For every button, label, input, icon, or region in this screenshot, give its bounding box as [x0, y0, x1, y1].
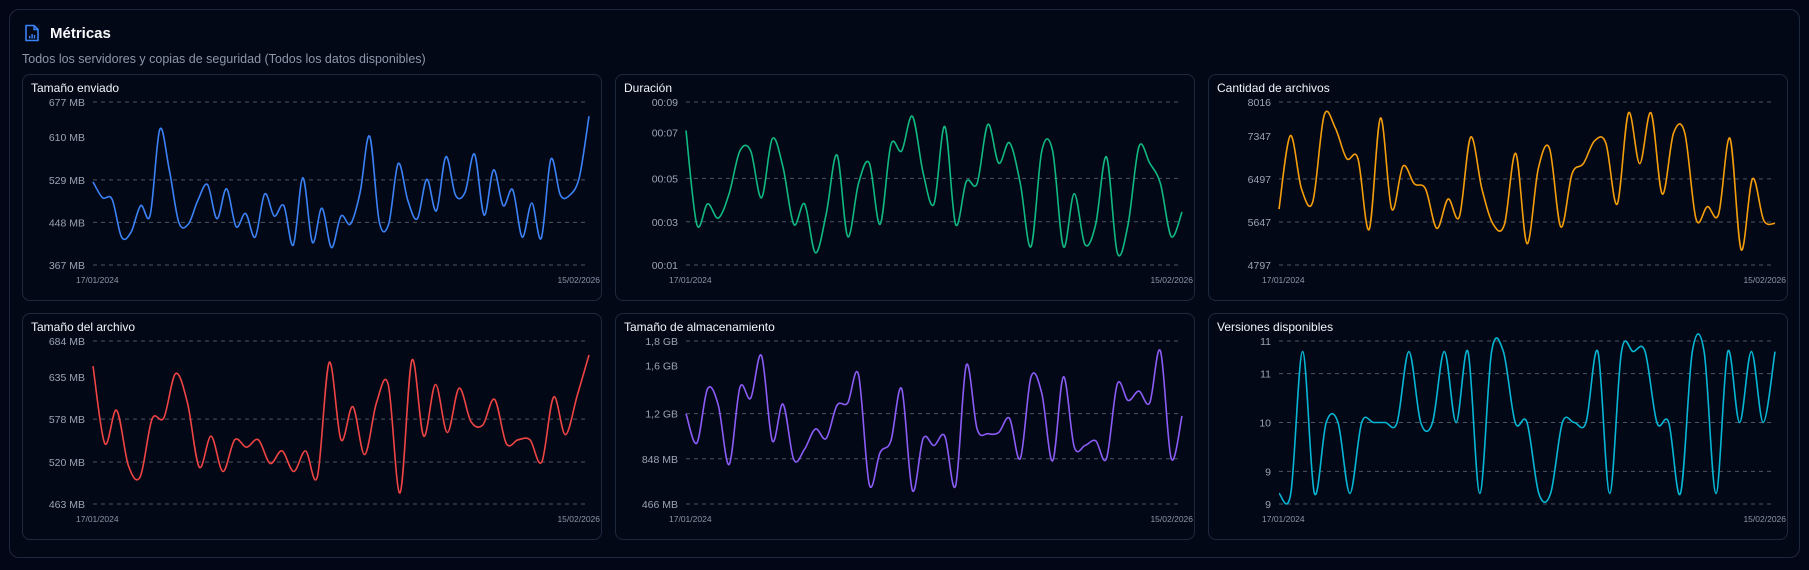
- chart-panel-versions[interactable]: Versiones disponibles 11 11 10 9 9 17/01/2024…: [1208, 313, 1788, 540]
- y-axis-tick-label: 5647: [1248, 217, 1272, 229]
- metrics-card: Métricas Todos los servidores y copias d…: [9, 9, 1800, 558]
- chart-title: Cantidad de archivos: [1217, 81, 1330, 95]
- chart-panel-duration[interactable]: Duración 00:09 00:07 00:05 00:03 00:01 17/01/…: [615, 74, 1195, 301]
- y-axis-tick-label: 367 MB: [49, 260, 85, 272]
- y-axis-tick-label: 1,8 GB: [645, 336, 678, 348]
- x-axis-end-label: 15/02/2026: [1150, 514, 1193, 524]
- chart-panel-file-size[interactable]: Tamaño del archivo 684 MB 635 MB 578 MB 520…: [22, 313, 602, 540]
- chart-panel-sent-size[interactable]: Tamaño enviado 677 MB 610 MB 529 MB 448 MB 3…: [22, 74, 602, 301]
- chart-title: Tamaño de almacenamiento: [624, 320, 775, 334]
- y-axis-tick-label: 610 MB: [49, 132, 85, 144]
- chart-panel-storage-size[interactable]: Tamaño de almacenamiento 1,8 GB 1,6 GB 1,2…: [615, 313, 1195, 540]
- y-axis-tick-label: 00:03: [652, 217, 678, 229]
- line-chart[interactable]: 8016 7347 6497 5647 4797 17/01/2024 15/02/2026: [1209, 75, 1789, 302]
- x-axis-start-label: 17/01/2024: [669, 275, 712, 285]
- data-series-line[interactable]: [1278, 333, 1776, 505]
- data-series-line[interactable]: [92, 354, 590, 494]
- line-chart[interactable]: 00:09 00:07 00:05 00:03 00:01 17/01/2024 15/02…: [616, 75, 1196, 302]
- y-axis-tick-label: 448 MB: [49, 217, 85, 229]
- x-axis-start-label: 17/01/2024: [1262, 514, 1305, 524]
- y-axis-tick-label: 00:05: [652, 173, 678, 185]
- line-chart[interactable]: 684 MB 635 MB 578 MB 520 MB 463 MB 17/01/2024…: [23, 314, 603, 541]
- y-axis-tick-label: 578 MB: [49, 414, 85, 426]
- y-axis-tick-label: 00:01: [652, 260, 678, 272]
- y-axis-tick-label: 1,2 GB: [645, 409, 678, 421]
- metrics-subtitle: Todos los servidores y copias de segurid…: [22, 52, 426, 66]
- data-series-line[interactable]: [92, 116, 590, 249]
- y-axis-tick-label: 848 MB: [642, 454, 678, 466]
- data-series-line[interactable]: [685, 115, 1183, 257]
- y-axis-tick-label: 00:07: [652, 128, 678, 140]
- y-axis-tick-label: 677 MB: [49, 97, 85, 109]
- chart-title: Tamaño enviado: [31, 81, 120, 95]
- x-axis-end-label: 15/02/2026: [1150, 275, 1193, 285]
- x-axis-end-label: 15/02/2026: [557, 514, 600, 524]
- x-axis-start-label: 17/01/2024: [1262, 275, 1305, 285]
- line-chart[interactable]: 1,8 GB 1,6 GB 1,2 GB 848 MB 466 MB 17/01/2024…: [616, 314, 1196, 541]
- chart-panel-file-count[interactable]: Cantidad de archivos 8016 7347 6497 5647 479…: [1208, 74, 1788, 301]
- metrics-header: Métricas: [24, 24, 111, 42]
- y-axis-tick-label: 10: [1259, 418, 1271, 430]
- y-axis-tick-label: 11: [1260, 336, 1271, 348]
- y-axis-tick-label: 466 MB: [642, 499, 678, 511]
- y-axis-tick-label: 1,6 GB: [645, 360, 678, 372]
- file-chart-icon: [25, 24, 39, 42]
- line-chart[interactable]: 677 MB 610 MB 529 MB 448 MB 367 MB 17/01/2024…: [23, 75, 603, 302]
- y-axis-tick-label: 520 MB: [49, 457, 85, 469]
- chart-title: Duración: [624, 81, 673, 95]
- y-axis-tick-label: 8016: [1248, 97, 1272, 109]
- y-axis-tick-label: 529 MB: [49, 175, 85, 187]
- x-axis-start-label: 17/01/2024: [76, 514, 119, 524]
- x-axis-end-label: 15/02/2026: [557, 275, 600, 285]
- x-axis-end-label: 15/02/2026: [1743, 275, 1786, 285]
- page-title: Métricas: [50, 24, 111, 42]
- chart-title: Versiones disponibles: [1217, 320, 1334, 334]
- chart-title: Tamaño del archivo: [31, 320, 136, 334]
- data-series-line[interactable]: [685, 349, 1183, 492]
- y-axis-tick-label: 635 MB: [49, 372, 85, 384]
- x-axis-start-label: 17/01/2024: [76, 275, 119, 285]
- x-axis-end-label: 15/02/2026: [1743, 514, 1786, 524]
- x-axis-start-label: 17/01/2024: [669, 514, 712, 524]
- line-chart[interactable]: 11 11 10 9 9 17/01/2024 15/02/2026: [1209, 314, 1789, 541]
- y-axis-tick-label: 00:09: [652, 97, 678, 109]
- y-axis-tick-label: 684 MB: [49, 336, 85, 348]
- y-axis-tick-label: 6497: [1248, 174, 1272, 186]
- y-axis-tick-label: 11: [1260, 369, 1271, 381]
- y-axis-tick-label: 463 MB: [49, 499, 85, 511]
- y-axis-tick-label: 9: [1265, 499, 1271, 511]
- y-axis-tick-label: 7347: [1248, 131, 1272, 143]
- y-axis-tick-label: 9: [1265, 466, 1271, 478]
- y-axis-tick-label: 4797: [1248, 260, 1272, 272]
- data-series-line[interactable]: [1278, 110, 1776, 251]
